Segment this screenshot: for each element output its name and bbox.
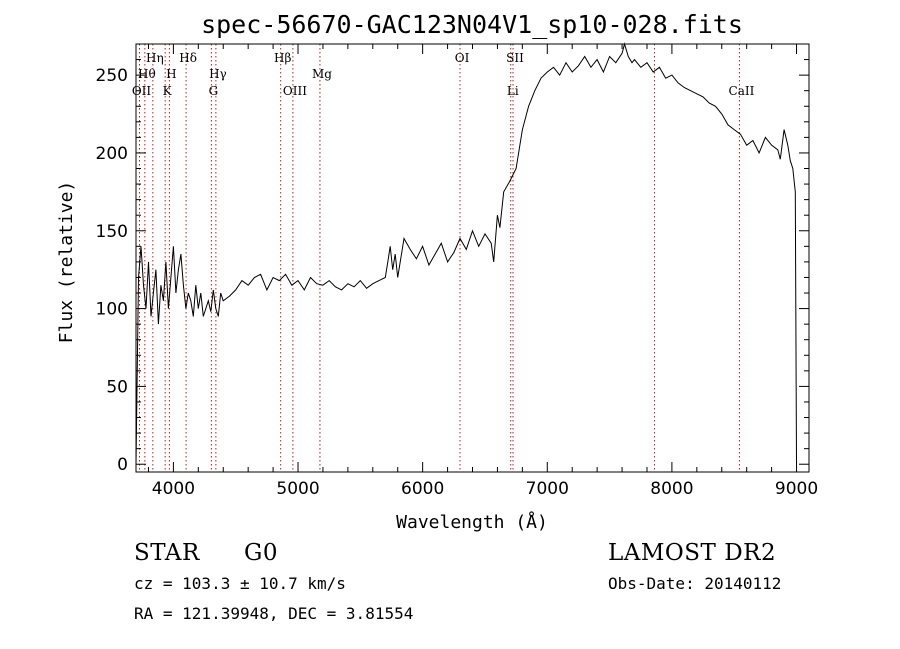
spectral-line-label: CaII (729, 84, 755, 98)
spectral-line-label: Li (507, 84, 519, 98)
spectral-line-label: H (166, 67, 176, 81)
x-tick-label: 5000 (276, 479, 319, 499)
spectral-line-label: G (209, 84, 219, 98)
x-tick-label: 9000 (775, 479, 818, 499)
spectral-line-label: OII (132, 84, 152, 98)
y-tick-label: 50 (106, 377, 128, 397)
survey-name: LAMOST DR2 (608, 540, 777, 566)
y-tick-label: 200 (96, 144, 128, 164)
y-tick-label: 250 (96, 66, 128, 86)
x-tick-label: 7000 (526, 479, 569, 499)
x-axis-label: Wavelength (Å) (396, 511, 548, 533)
spectral-line-label: Hη (146, 51, 164, 65)
y-tick-label: 150 (96, 222, 128, 242)
plot-frame (135, 43, 810, 473)
spectral-line-label: OI (455, 51, 470, 65)
x-tick-label: 8000 (650, 479, 693, 499)
chart-title: spec-56670-GAC123N04V1_sp10-028.fits (201, 10, 743, 39)
spectrum-series-line (135, 42, 797, 465)
spectral-subclass: G0 (244, 540, 279, 566)
spectral-line-label: K (163, 84, 173, 98)
spectral-line-label: Hδ (179, 51, 197, 65)
coordinates: RA = 121.39948, DEC = 3.81554 (134, 604, 414, 623)
y-axis-label: Flux (relative) (56, 181, 77, 344)
spectral-line-label: Hθ (138, 67, 156, 81)
redshift-velocity: cz = 103.3 ± 10.7 km/s (134, 574, 346, 593)
axis-ticks: 4000 5000 6000 7000 8000 9000 0 50 100 150 200 250 (96, 44, 818, 499)
spectral-line-label: SII (506, 51, 524, 65)
spectral-line-label: Hβ (274, 51, 291, 65)
y-tick-label: 0 (117, 455, 128, 475)
observation-date: Obs-Date: 20140112 (608, 574, 782, 593)
x-tick-label: 4000 (152, 479, 195, 499)
spectral-line-label: OIII (283, 84, 307, 98)
object-type: STAR (134, 540, 200, 566)
x-tick-label: 6000 (401, 479, 444, 499)
y-tick-label: 100 (96, 300, 128, 320)
spectral-line-label: Hγ (209, 67, 227, 81)
spectral-line-label: Mg (312, 67, 332, 81)
